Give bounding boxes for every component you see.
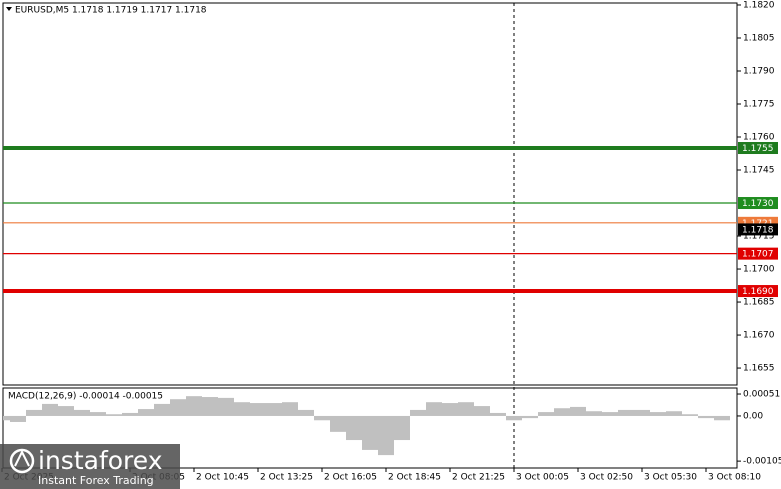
level-label-box — [738, 285, 778, 298]
macd-bar — [714, 415, 730, 421]
macd-bar — [698, 415, 714, 419]
x-tick-label: 3 Oct 02:50 — [580, 473, 633, 483]
macd-bar — [154, 403, 170, 416]
macd-bar — [618, 409, 634, 416]
level-label-box — [738, 247, 778, 260]
tagline: Instant Forex Trading — [38, 474, 154, 487]
x-tick-label: 2 Oct 16:05 — [324, 473, 377, 483]
y-tick-label: 1.1670 — [743, 331, 775, 341]
macd-bar — [570, 406, 586, 416]
chart-title: EURUSD,M5 1.1718 1.1719 1.1717 1.1718 — [15, 6, 207, 16]
level-label: 1.1707 — [742, 250, 774, 260]
macd-bar — [282, 402, 298, 416]
macd-bar — [26, 409, 42, 416]
macd-bar — [58, 406, 74, 416]
macd-bar — [490, 412, 506, 416]
price-panel — [2, 2, 738, 386]
x-tick-label: 3 Oct 05:30 — [644, 473, 697, 483]
x-tick-label: 2 Oct 10:45 — [196, 473, 249, 483]
level-label: 1.1730 — [742, 199, 774, 209]
x-tick-label: 3 Oct 00:05 — [516, 473, 569, 483]
watermark: instaforex Instant Forex Trading — [0, 444, 180, 489]
logo-icon — [14, 449, 30, 467]
macd-bar — [3, 415, 10, 421]
level-label-box — [738, 197, 778, 210]
macd-bar — [186, 396, 202, 416]
macd-bar — [602, 412, 618, 416]
macd-bar — [298, 409, 314, 416]
level-label: 1.1690 — [742, 287, 774, 297]
y-tick-label: 1.1745 — [743, 166, 775, 176]
macd-bar — [42, 403, 58, 416]
level-label: 1.1718 — [742, 225, 774, 235]
y-tick-label: 1.1685 — [743, 298, 775, 308]
macd-bar — [522, 415, 538, 419]
x-tick-label: 3 Oct 08:10 — [708, 473, 761, 483]
x-tick-label: 2 Oct 13:25 — [260, 473, 313, 483]
menu-arrow — [6, 7, 12, 11]
y-tick-label: 0.00 — [743, 411, 763, 421]
y-tick-label: 1.1760 — [743, 133, 775, 143]
macd-bar — [74, 409, 90, 416]
macd-bar — [538, 412, 554, 416]
macd-bar — [442, 403, 458, 416]
macd-bar — [426, 402, 442, 416]
y-tick-label: -0.00105 — [743, 457, 781, 467]
watermark-bg — [0, 444, 180, 489]
macd-bar — [122, 412, 138, 416]
macd-bar — [458, 402, 474, 416]
macd-bar — [330, 415, 346, 432]
macd-bar — [106, 414, 122, 416]
y-tick-label: 1.1700 — [743, 265, 775, 275]
level-label: 1.1755 — [742, 144, 774, 154]
macd-bar — [506, 415, 522, 421]
macd-bar — [362, 415, 378, 450]
macd-bar — [138, 409, 154, 416]
y-tick-label: 1.1655 — [743, 364, 775, 374]
y-tick-label: 1.1715 — [743, 232, 775, 242]
macd-bar — [650, 412, 666, 416]
y-tick-label: 1.1820 — [743, 0, 775, 10]
macd-bar — [234, 402, 250, 416]
macd-bar — [10, 415, 26, 422]
brand: instaforex — [38, 446, 163, 475]
y-tick-label: 1.1805 — [743, 33, 775, 43]
macd-bar — [586, 411, 602, 416]
x-tick-label: 2 Oct 18:45 — [388, 473, 441, 483]
y-tick-label: 1.1775 — [743, 100, 775, 110]
macd-bar — [682, 414, 698, 416]
macd-title: MACD(12,26,9) -0.00014 -0.00015 — [8, 392, 163, 402]
macd-bar — [474, 406, 490, 416]
macd-bar — [314, 415, 330, 421]
macd-bar — [266, 403, 282, 416]
macd-bar — [90, 412, 106, 416]
x-tick-label: 2 Oct 21:25 — [452, 473, 505, 483]
macd-bar — [378, 415, 394, 456]
macd-bar — [250, 403, 266, 416]
macd-bar — [394, 415, 410, 441]
macd-bar — [346, 415, 362, 441]
y-tick-label: 0.00051 — [743, 390, 780, 400]
macd-bar — [218, 397, 234, 416]
macd-bar — [202, 397, 218, 416]
macd-bar — [554, 408, 570, 416]
y-tick-label: 1.1790 — [743, 66, 775, 76]
macd-bar — [410, 409, 426, 416]
level-label-box — [738, 142, 778, 155]
macd-bar — [634, 409, 650, 416]
macd-bar — [666, 411, 682, 416]
macd-bar — [170, 399, 186, 416]
level-label-box — [738, 223, 778, 236]
